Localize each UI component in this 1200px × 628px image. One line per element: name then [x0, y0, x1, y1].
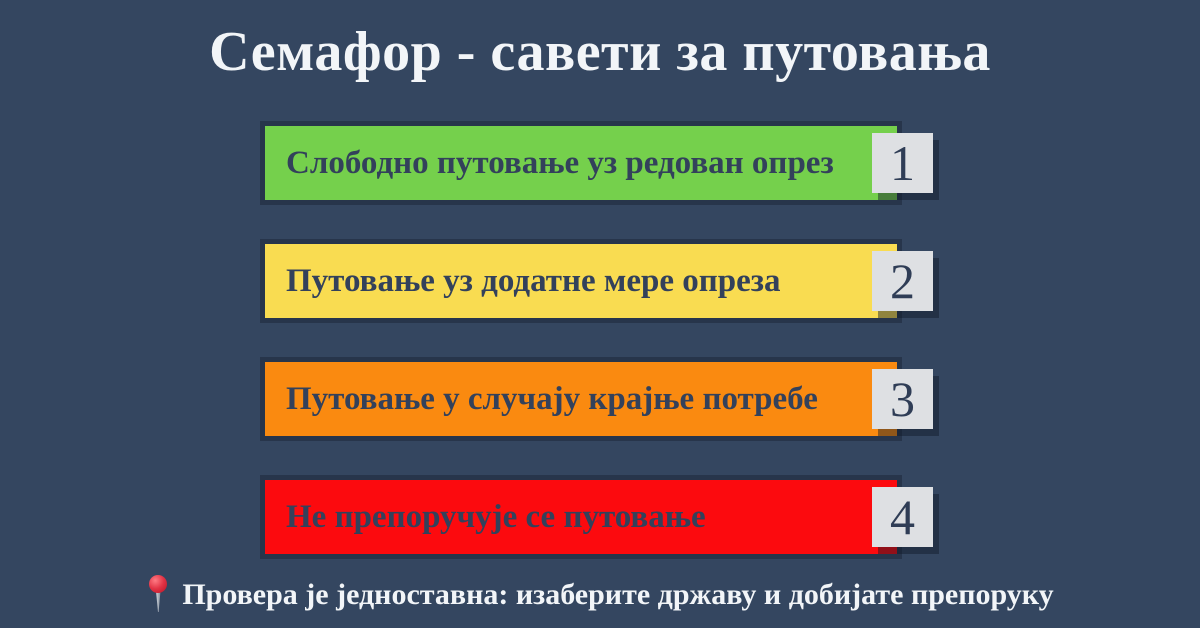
level-label: Путовање уз додатне мере опреза [286, 262, 781, 299]
level-label: Слободно путовање уз редован опрез [286, 144, 834, 181]
level-bar-red: Не препоручује се путовање [265, 480, 897, 554]
level-row-2: Путовање уз додатне мере опреза 2 [265, 244, 933, 318]
level-number-badge: 4 [872, 487, 933, 547]
footer-note: Провера је једноставна: изаберите државу… [0, 574, 1200, 616]
level-number: 4 [890, 489, 915, 545]
page-title: Семафор - савети за путовања [209, 21, 991, 83]
level-label: Не препоручује се путовање [286, 498, 706, 535]
level-number-badge: 3 [872, 369, 933, 429]
level-bar-green: Слободно путовање уз редован опрез [265, 126, 897, 200]
level-number: 2 [890, 253, 915, 309]
level-number: 3 [890, 371, 915, 427]
level-bar-yellow: Путовање уз додатне мере опреза [265, 244, 897, 318]
levels-list: Слободно путовање уз редован опрез 1 Пут… [265, 126, 933, 598]
level-row-1: Слободно путовање уз редован опрез 1 [265, 126, 933, 200]
level-row-3: Путовање у случају крајње потребе 3 [265, 362, 933, 436]
level-row-4: Не препоручује се путовање 4 [265, 480, 933, 554]
footer-text: Провера је једноставна: изаберите државу… [182, 578, 1054, 611]
level-number: 1 [890, 135, 915, 191]
level-number-badge: 1 [872, 133, 933, 193]
level-number-badge: 2 [872, 251, 933, 311]
level-bar-orange: Путовање у случају крајње потребе [265, 362, 897, 436]
level-label: Путовање у случају крајње потребе [286, 380, 818, 417]
pushpin-icon [149, 575, 168, 612]
